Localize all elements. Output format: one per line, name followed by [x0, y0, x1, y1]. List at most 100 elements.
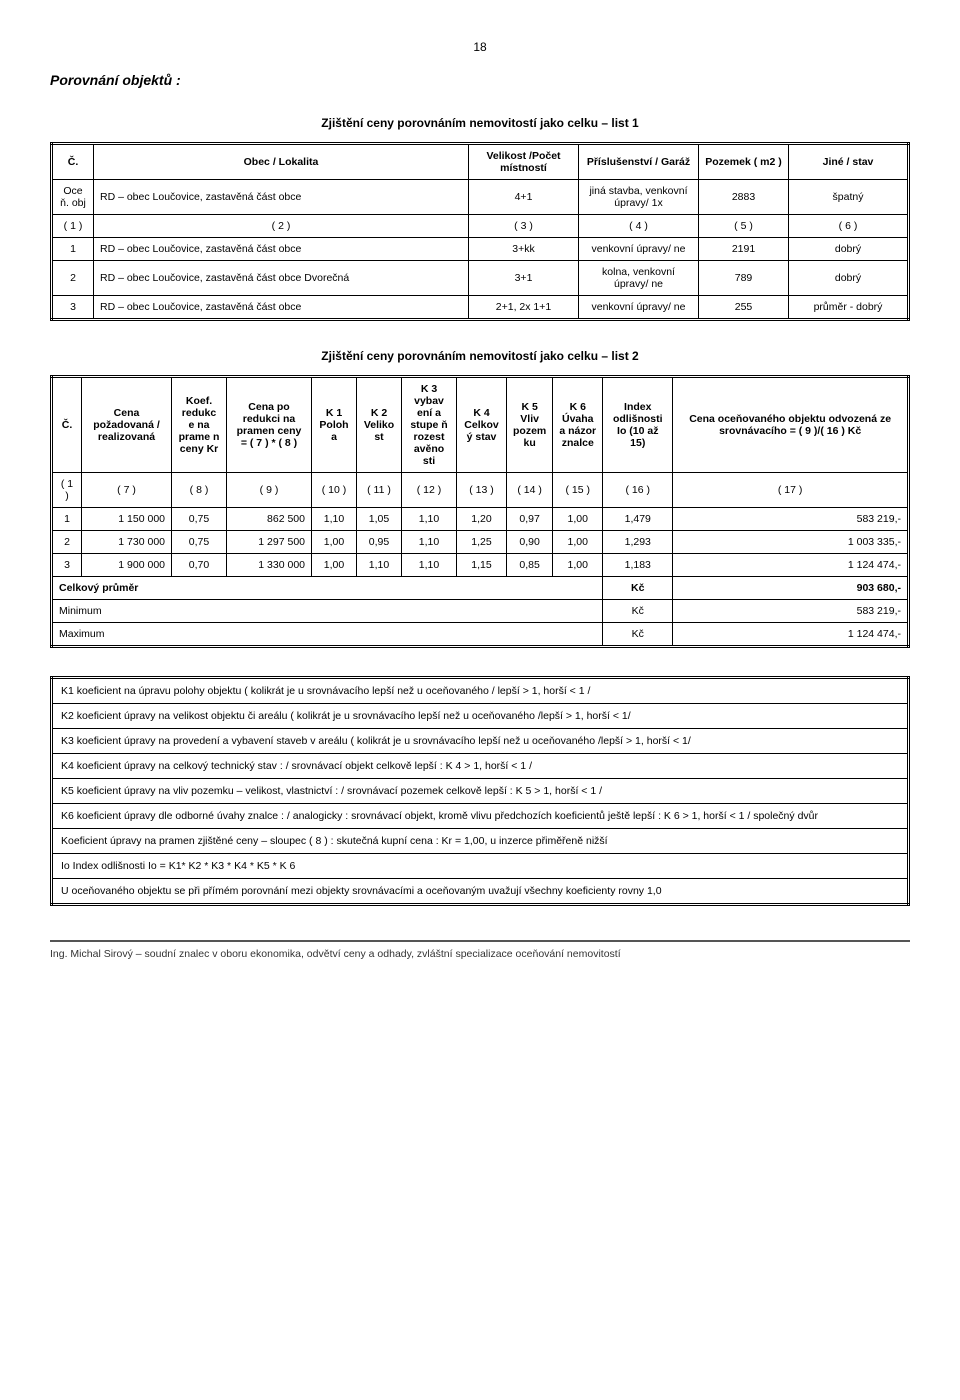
t2-idx-8: ( 8 ) [172, 473, 227, 508]
t2-idx-17: ( 17 ) [673, 473, 909, 508]
t2-row-2: 2 1 730 000 0,75 1 297 500 1,00 0,95 1,1… [52, 531, 909, 554]
note-k4: K4 koeficient úpravy na celkový technick… [52, 754, 909, 779]
t2-h-k1: K 1 Poloh a [312, 377, 357, 473]
t2-h-io: Index odlišnosti Io (10 až 15) [603, 377, 673, 473]
t2-h-k2: K 2 Veliko st [357, 377, 402, 473]
t2-h-cp: Cena po redukci na pramen ceny = ( 7 ) *… [227, 377, 312, 473]
table2: Č. Cena požadovaná / realizovaná Koef. r… [50, 375, 910, 648]
t2-r3-out: 1 124 474,- [673, 554, 909, 577]
t1-h-jine: Jiné / stav [789, 144, 909, 180]
t2-r1-kr: 0,75 [172, 508, 227, 531]
t1-idx-5: ( 5 ) [699, 215, 789, 238]
t2-r1-k6: 1,00 [553, 508, 603, 531]
footer: Ing. Michal Sirový – soudní znalec v obo… [50, 940, 910, 960]
table1-caption: Zjištění ceny porovnáním nemovitostí jak… [50, 116, 910, 130]
t2-r1-out: 583 219,- [673, 508, 909, 531]
t1-h-prisl: Příslušenství / Garáž [579, 144, 699, 180]
t2-r3-k5: 0,85 [507, 554, 553, 577]
t2-r2-k5: 0,90 [507, 531, 553, 554]
t2-avg-kc: Kč [603, 577, 673, 600]
t2-r2-io: 1,293 [603, 531, 673, 554]
t2-idx-11: ( 11 ) [357, 473, 402, 508]
t2-r2-k3: 1,10 [402, 531, 457, 554]
t2-r1-k2: 1,05 [357, 508, 402, 531]
t2-idx-7: ( 7 ) [82, 473, 172, 508]
note-final: U oceňovaného objektu se při přímém poro… [52, 879, 909, 905]
t2-idx-1: ( 1 ) [52, 473, 82, 508]
t1-r1-prisl: venkovní úpravy/ ne [579, 238, 699, 261]
t1-r1-obec: RD – obec Loučovice, zastavěná část obce [94, 238, 469, 261]
t2-row-3: 3 1 900 000 0,70 1 330 000 1,00 1,10 1,1… [52, 554, 909, 577]
t1-oce-vel: 4+1 [469, 180, 579, 215]
note-k6: K6 koeficient úpravy dle odborné úvahy z… [52, 804, 909, 829]
t2-idx-9: ( 9 ) [227, 473, 312, 508]
t1-r3-jine: průměr - dobrý [789, 296, 909, 320]
t1-r2-prisl: kolna, venkovní úpravy/ ne [579, 261, 699, 296]
notes-box: K1 koeficient na úpravu polohy objektu (… [50, 676, 910, 906]
t2-h-c: Č. [52, 377, 82, 473]
t2-idx-16: ( 16 ) [603, 473, 673, 508]
t2-r3-c: 3 [52, 554, 82, 577]
t2-idx-12: ( 12 ) [402, 473, 457, 508]
t2-h-cena: Cena požadovaná / realizovaná [82, 377, 172, 473]
table1: Č. Obec / Lokalita Velikost /Počet místn… [50, 142, 910, 321]
note-k3: K3 koeficient úpravy na provedení a vyba… [52, 729, 909, 754]
t1-idx-6: ( 6 ) [789, 215, 909, 238]
t1-r1-poz: 2191 [699, 238, 789, 261]
t1-r2-poz: 789 [699, 261, 789, 296]
t1-h-obec: Obec / Lokalita [94, 144, 469, 180]
t2-idx-13: ( 13 ) [457, 473, 507, 508]
t1-r3-vel: 2+1, 2x 1+1 [469, 296, 579, 320]
t2-r2-k6: 1,00 [553, 531, 603, 554]
t2-r2-k2: 0,95 [357, 531, 402, 554]
table2-caption: Zjištění ceny porovnáním nemovitostí jak… [50, 349, 910, 363]
t2-r3-k2: 1,10 [357, 554, 402, 577]
t2-h-out: Cena oceňovaného objektu odvozená ze sro… [673, 377, 909, 473]
note-k2: K2 koeficient úpravy na velikost objektu… [52, 704, 909, 729]
t2-h-koef: Koef. redukc e na prame n ceny Kr [172, 377, 227, 473]
t1-r3-poz: 255 [699, 296, 789, 320]
t2-min-label: Minimum [52, 600, 603, 623]
t2-r2-c: 2 [52, 531, 82, 554]
t1-h-c: Č. [52, 144, 94, 180]
t2-r1-k4: 1,20 [457, 508, 507, 531]
t2-min-val: 583 219,- [673, 600, 909, 623]
t1-r2-vel: 3+1 [469, 261, 579, 296]
t2-max-kc: Kč [603, 623, 673, 647]
t2-r1-k1: 1,10 [312, 508, 357, 531]
t2-r3-cena: 1 900 000 [82, 554, 172, 577]
t2-r1-c: 1 [52, 508, 82, 531]
t2-r2-cp: 1 297 500 [227, 531, 312, 554]
t2-r1-k5: 0,97 [507, 508, 553, 531]
t1-r3-obec: RD – obec Loučovice, zastavěná část obce [94, 296, 469, 320]
t2-idx-15: ( 15 ) [553, 473, 603, 508]
t1-idx-2: ( 2 ) [94, 215, 469, 238]
t2-r2-kr: 0,75 [172, 531, 227, 554]
t2-r3-k1: 1,00 [312, 554, 357, 577]
t2-r3-k6: 1,00 [553, 554, 603, 577]
t1-r1-vel: 3+kk [469, 238, 579, 261]
t2-r3-k4: 1,15 [457, 554, 507, 577]
t2-r3-cp: 1 330 000 [227, 554, 312, 577]
t1-r2-c: 2 [52, 261, 94, 296]
t2-r1-cena: 1 150 000 [82, 508, 172, 531]
t2-idx-10: ( 10 ) [312, 473, 357, 508]
note-k5: K5 koeficient úpravy na vliv pozemku – v… [52, 779, 909, 804]
t1-idx-4: ( 4 ) [579, 215, 699, 238]
t1-idx-1: ( 1 ) [52, 215, 94, 238]
t2-max-label: Maximum [52, 623, 603, 647]
t1-h-poz: Pozemek ( m2 ) [699, 144, 789, 180]
t1-r2-jine: dobrý [789, 261, 909, 296]
t2-r3-k3: 1,10 [402, 554, 457, 577]
t1-r1-c: 1 [52, 238, 94, 261]
t2-r3-kr: 0,70 [172, 554, 227, 577]
t2-r1-io: 1,479 [603, 508, 673, 531]
t2-h-k5: K 5 Vliv pozem ku [507, 377, 553, 473]
t2-r1-k3: 1,10 [402, 508, 457, 531]
note-k1: K1 koeficient na úpravu polohy objektu (… [52, 678, 909, 704]
t2-row-1: 1 1 150 000 0,75 862 500 1,10 1,05 1,10 … [52, 508, 909, 531]
note-kr: Koeficient úpravy na pramen zjištěné cen… [52, 829, 909, 854]
page-number: 18 [50, 40, 910, 54]
note-io: Io Index odlišnosti Io = K1* K2 * K3 * K… [52, 854, 909, 879]
t2-min-kc: Kč [603, 600, 673, 623]
